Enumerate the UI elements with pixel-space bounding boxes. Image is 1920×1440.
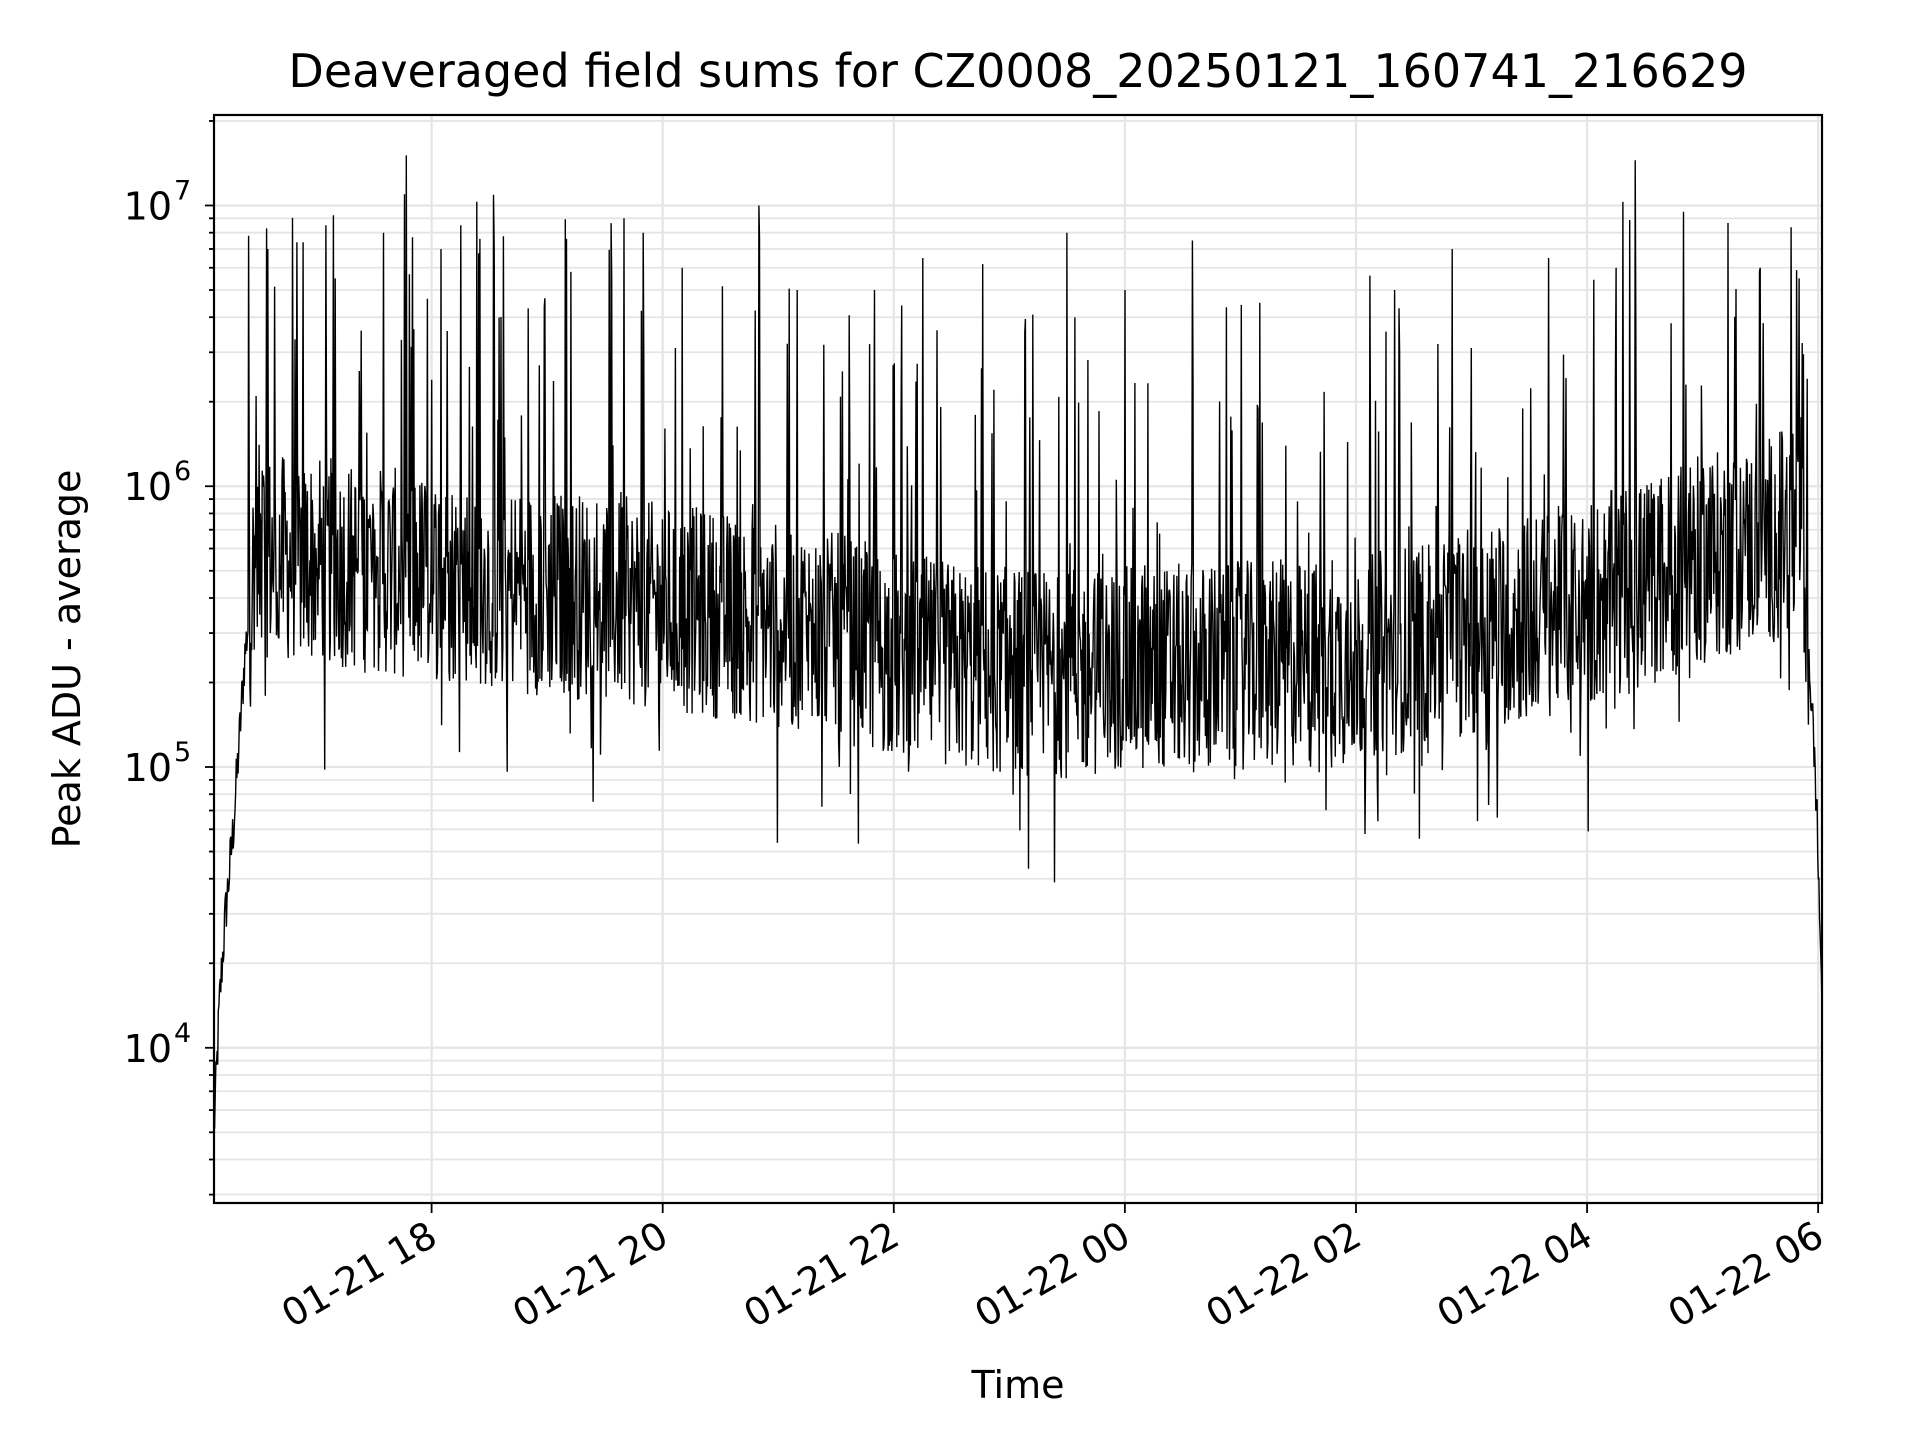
x-tick-label: 01-22 04 bbox=[1430, 1213, 1600, 1337]
x-tick-label: 01-21 18 bbox=[274, 1213, 444, 1337]
y-tick-exponent: 5 bbox=[174, 737, 191, 768]
chart-title: Deaveraged field sums for CZ0008_2025012… bbox=[288, 44, 1747, 98]
x-tick-label: 01-22 00 bbox=[967, 1213, 1137, 1337]
grid-layer bbox=[214, 115, 1822, 1203]
x-tick-label: 01-21 20 bbox=[505, 1213, 675, 1337]
x-axis-label: Time bbox=[971, 1363, 1065, 1407]
y-tick-exponent: 7 bbox=[174, 175, 191, 206]
y-tick-base: 10 bbox=[124, 465, 172, 509]
y-tick-label: 10 5 bbox=[124, 737, 192, 790]
y-tick-label: 10 7 bbox=[124, 175, 192, 228]
y-tick-base: 10 bbox=[124, 1027, 172, 1071]
y-tick-exponent: 4 bbox=[174, 1018, 191, 1049]
x-tick-label: 01-22 06 bbox=[1661, 1213, 1831, 1337]
x-tick-label: 01-22 02 bbox=[1199, 1213, 1369, 1337]
y-tick-base: 10 bbox=[124, 746, 172, 790]
y-tick-label: 10 6 bbox=[124, 456, 192, 509]
y-tick-exponent: 6 bbox=[174, 456, 191, 487]
y-tick-label: 10 4 bbox=[124, 1018, 192, 1071]
y-axis-label: Peak ADU - average bbox=[45, 470, 89, 849]
x-tick-label: 01-21 22 bbox=[736, 1213, 906, 1337]
data-layer bbox=[213, 155, 1823, 1129]
plot-frame bbox=[212, 113, 1824, 1205]
series-line bbox=[213, 155, 1823, 1129]
y-tick-base: 10 bbox=[124, 184, 172, 228]
